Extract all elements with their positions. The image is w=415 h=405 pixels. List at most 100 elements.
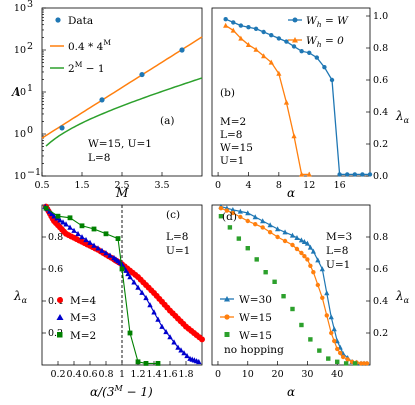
- panel-d-xtick-label: 0: [215, 369, 221, 380]
- panel-b-data-point: [238, 35, 244, 41]
- panel-c-ytick-label: 0.2: [48, 328, 63, 339]
- panel-b-data-point: [261, 29, 266, 35]
- panel-b-data-point: [223, 17, 228, 22]
- panel-d-data-point: [299, 322, 304, 328]
- panel-d-data-point: [308, 263, 313, 268]
- panel-c-data-point: [171, 339, 177, 345]
- panel-c-data-point: [103, 250, 109, 256]
- legend-wh-0-marker: [292, 37, 298, 43]
- panel-a-xtick-label: 2.5: [114, 180, 129, 191]
- panel-b-annotation-2: L=8: [220, 129, 242, 141]
- panel-d-xtick-label: 30: [301, 369, 313, 380]
- panel-c-label: (c): [166, 209, 180, 221]
- panel-b-data-point: [276, 36, 282, 41]
- panel-a-frame: [41, 7, 203, 177]
- panel-d-ytick-label: 0.4: [373, 296, 388, 307]
- panel-d-ylabel: λα: [395, 289, 410, 305]
- panel-a-series: [41, 36, 203, 147]
- panel-d: 0 10 20 30 40 0.2 0.4 0.6 0.8 W=30 W=15 W=15 no …: [211, 203, 410, 399]
- panel-b-data-point: [345, 172, 350, 177]
- panel-c-data-point: [155, 316, 161, 322]
- panel-b-ytick-label: 0.6: [373, 75, 388, 86]
- panel-b-series-line: [225, 25, 310, 176]
- panel-c-xtick-label: 0.4: [66, 369, 81, 380]
- panel-d-data-point: [340, 354, 346, 360]
- panel-a-curve: [45, 77, 203, 147]
- legend-data-label: Data: [68, 15, 93, 27]
- panel-d-data-point: [275, 234, 280, 240]
- panel-a-ytick-label: 10: [14, 87, 26, 98]
- panel-b-ytick-label: 1.0: [373, 11, 388, 22]
- panel-d-ytick-label: 0.2: [373, 328, 388, 339]
- panel-b-xtick-label: 8: [276, 180, 282, 191]
- panel-b-ticks: 0 4 8 12 16 0.0 0.2 0.4 0.6 0.8 1.0: [215, 11, 388, 191]
- panel-d-data-point: [335, 359, 340, 364]
- legend-m4-marker: [57, 297, 63, 303]
- panel-b-annotation-4: U=1: [220, 155, 244, 167]
- panel-b-data-point: [231, 20, 236, 25]
- panel-b-data-point: [223, 22, 229, 28]
- panel-c-data-point: [103, 231, 109, 237]
- panel-b-data-point: [261, 53, 267, 59]
- legend-w15-label: W=15: [239, 312, 272, 324]
- panel-d-data-point: [310, 248, 316, 254]
- legend-m2-marker: [57, 332, 63, 338]
- panel-c-data-point: [131, 279, 137, 285]
- panel-a-curve: [41, 36, 203, 139]
- panel-d-data-point: [315, 282, 321, 288]
- panel-c-data-point: [151, 309, 157, 315]
- panel-c-data-point: [175, 344, 181, 350]
- panel-d-data-point: [352, 361, 358, 366]
- panel-c-data-point: [43, 205, 49, 211]
- panel-b-xtick-label: 0: [215, 180, 221, 191]
- panel-b-ytick-label: 0.2: [373, 139, 388, 150]
- panel-d-data-point: [308, 337, 313, 342]
- panel-c-data-point: [127, 274, 133, 280]
- panel-c-data-point: [51, 213, 57, 219]
- panel-c-data-point: [135, 359, 141, 365]
- panel-c-annotation-1: L=8: [166, 231, 188, 243]
- panel-d-annotation-3: U=1: [326, 259, 350, 271]
- panel-b-annotation-1: M=2: [220, 116, 246, 128]
- panel-d-data-point: [252, 214, 258, 220]
- legend-wh-0-label: Wh = 0: [306, 35, 344, 49]
- legend-m4-label: M=4: [70, 295, 97, 307]
- panel-d-data-point: [236, 236, 242, 241]
- panel-d-data-point: [324, 290, 330, 296]
- panel-d-data-point: [282, 238, 288, 244]
- panel-d-data-point: [329, 330, 334, 336]
- panel-c-data-point: [91, 226, 97, 232]
- panel-b-data-point: [322, 65, 327, 70]
- panel-d-data-point: [319, 266, 325, 272]
- panel-d-data-point: [320, 295, 325, 300]
- panel-d-data-point: [237, 208, 243, 214]
- panel-b-data-point: [329, 77, 335, 83]
- panel-d-data-point: [290, 242, 295, 248]
- legend-wh-w-label: Wh = W: [306, 15, 349, 29]
- panel-c-data-point: [115, 236, 121, 241]
- legend-m3-label: M=3: [70, 312, 96, 324]
- panel-b-ytick-label: 0.0: [373, 171, 388, 182]
- panel-b-data-point: [291, 133, 297, 139]
- panel-d-data-point: [230, 207, 236, 212]
- panel-a-annotation-2: L=8: [88, 152, 110, 164]
- panel-c-data-point: [79, 234, 85, 240]
- panel-b-data-point: [299, 49, 304, 54]
- panel-c-data-point: [55, 213, 61, 219]
- panel-c-annotation-2: U=1: [166, 245, 190, 257]
- panel-b-data-point: [352, 172, 358, 177]
- panel-c-data-point: [143, 294, 149, 301]
- panel-b-data-point: [284, 39, 289, 44]
- panel-c-data-point: [123, 267, 129, 273]
- panel-a-label: (a): [160, 115, 174, 127]
- legend-w15-nohop-label: W=15: [239, 330, 272, 342]
- panel-d-ytick-label: 0.8: [373, 232, 388, 243]
- panel-c-data-point: [107, 252, 113, 258]
- panel-d-data-point: [305, 257, 310, 262]
- panel-d-data-point: [302, 254, 307, 259]
- panel-c-xtick-label: 0.2: [50, 369, 65, 380]
- panel-d-data-point: [294, 246, 300, 252]
- panel-d-xtick-label: 20: [272, 369, 284, 380]
- panel-d-data-point: [324, 313, 329, 318]
